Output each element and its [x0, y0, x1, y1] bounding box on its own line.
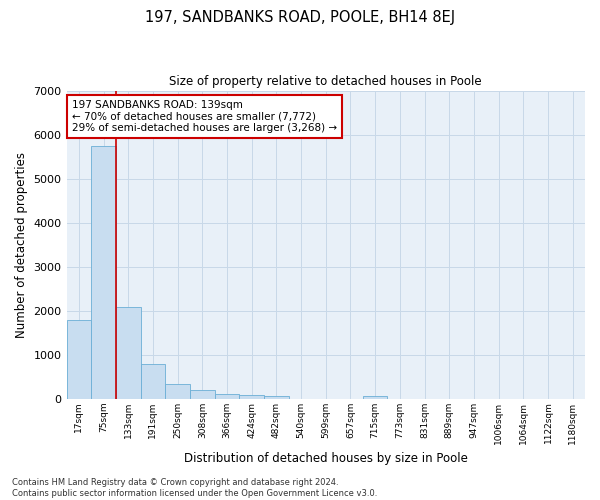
Bar — [116, 308, 140, 399]
Y-axis label: Number of detached properties: Number of detached properties — [15, 152, 28, 338]
Text: 197, SANDBANKS ROAD, POOLE, BH14 8EJ: 197, SANDBANKS ROAD, POOLE, BH14 8EJ — [145, 10, 455, 25]
Bar — [239, 394, 264, 399]
Bar — [140, 364, 165, 399]
Text: 197 SANDBANKS ROAD: 139sqm
← 70% of detached houses are smaller (7,772)
29% of s: 197 SANDBANKS ROAD: 139sqm ← 70% of deta… — [72, 100, 337, 133]
Bar — [363, 396, 388, 399]
Bar — [215, 394, 239, 399]
Title: Size of property relative to detached houses in Poole: Size of property relative to detached ho… — [169, 75, 482, 88]
Bar — [190, 390, 215, 399]
Bar — [264, 396, 289, 399]
Bar — [91, 146, 116, 399]
X-axis label: Distribution of detached houses by size in Poole: Distribution of detached houses by size … — [184, 452, 468, 465]
Bar — [67, 320, 91, 399]
Bar — [165, 384, 190, 399]
Text: Contains HM Land Registry data © Crown copyright and database right 2024.
Contai: Contains HM Land Registry data © Crown c… — [12, 478, 377, 498]
